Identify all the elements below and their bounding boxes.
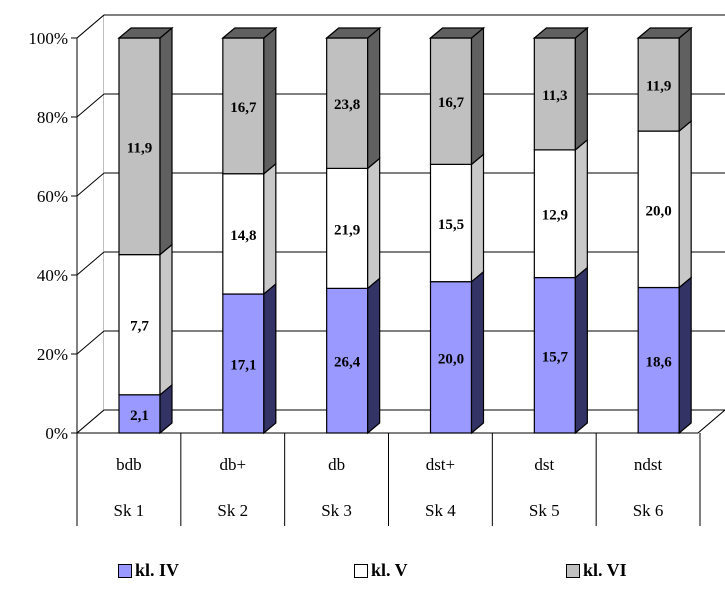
bar-2-1-side bbox=[367, 157, 381, 290]
bar-3-2-front bbox=[429, 37, 473, 165]
legend-label-kl-iv: kl. IV bbox=[135, 560, 180, 580]
legend-swatch-kl-v bbox=[354, 563, 368, 578]
data-label-3-2: 16,7 bbox=[438, 95, 465, 111]
left-wall bbox=[76, 13, 105, 435]
cat-label-3-b: Sk 4 bbox=[425, 501, 456, 520]
bar-2-2-front bbox=[326, 37, 369, 169]
bar-5-2-side bbox=[678, 26, 692, 133]
data-label-4-2: 11,3 bbox=[542, 88, 567, 104]
y-tick-label-4: 80% bbox=[37, 108, 68, 127]
bar-5-2-front bbox=[637, 37, 680, 132]
legend-swatch-kl-iv bbox=[118, 563, 132, 578]
bar-4-top bbox=[532, 27, 589, 39]
bar-1-0-side bbox=[263, 282, 277, 435]
cat-label-5-b: Sk 6 bbox=[633, 501, 664, 520]
bar-5-0-front bbox=[637, 286, 680, 434]
data-label-2-1: 21,9 bbox=[334, 222, 360, 238]
bar-3-2-side bbox=[470, 26, 485, 166]
bar-4-0-front bbox=[533, 276, 576, 434]
cat-label-0-b: Sk 1 bbox=[114, 501, 145, 520]
bar-2-0-side bbox=[367, 277, 381, 435]
bar-5-1-side bbox=[678, 119, 692, 289]
y-tick-label-1: 20% bbox=[37, 345, 68, 364]
bar-0-1-front bbox=[118, 254, 161, 396]
back-wall bbox=[104, 15, 725, 410]
cat-label-4-a: dst bbox=[534, 455, 554, 474]
bar-2-top bbox=[325, 27, 382, 39]
cat-label-2-b: Sk 3 bbox=[321, 501, 352, 520]
cat-label-1-a: db+ bbox=[219, 455, 246, 474]
cat-label-0-a: bdb bbox=[116, 455, 142, 474]
bar-2-0-front bbox=[326, 287, 369, 434]
data-label-5-1: 20,0 bbox=[646, 203, 672, 219]
y-tick-label-0: 0% bbox=[45, 424, 68, 443]
bar-4-1-front bbox=[533, 149, 576, 279]
bar-2-2-side bbox=[367, 26, 381, 170]
gridline-wall-0 bbox=[76, 409, 105, 434]
legend-swatch-kl-vi bbox=[566, 563, 580, 578]
data-label-3-1: 15,5 bbox=[438, 217, 464, 233]
data-label-1-1: 14,8 bbox=[230, 228, 256, 244]
floor bbox=[75, 409, 725, 434]
data-label-5-0: 18,6 bbox=[646, 354, 673, 370]
bar-3-1-side bbox=[470, 153, 485, 283]
bar-0-top bbox=[117, 27, 174, 39]
cat-label-3-a: dst+ bbox=[426, 455, 455, 474]
y-tick-label-5: 100% bbox=[28, 29, 68, 48]
bar-0-1-side bbox=[159, 243, 173, 397]
data-label-4-1: 12,9 bbox=[542, 208, 568, 224]
data-label-0-1: 7,7 bbox=[130, 319, 149, 335]
cat-label-1-b: Sk 2 bbox=[217, 501, 248, 520]
gridline-wall-4 bbox=[76, 93, 105, 118]
cat-label-5-a: ndst bbox=[634, 455, 663, 474]
floor-edge bbox=[697, 409, 725, 434]
bar-3-top bbox=[428, 27, 486, 39]
gridline-wall-1 bbox=[76, 330, 105, 355]
bar-4-0-side bbox=[574, 266, 588, 435]
cat-label-2-a: db bbox=[328, 455, 345, 474]
bar-4-2-front bbox=[533, 37, 576, 151]
bar-0-2-side bbox=[159, 26, 173, 256]
bar-2-1-front bbox=[326, 167, 369, 289]
bar-1-2-side bbox=[263, 26, 277, 176]
data-label-4-0: 15,7 bbox=[542, 349, 569, 365]
data-label-1-2: 16,7 bbox=[230, 100, 257, 116]
data-label-0-2: 11,9 bbox=[127, 140, 152, 156]
legend-item-kl-v: kl. V bbox=[354, 560, 408, 581]
legend-label-kl-v: kl. V bbox=[371, 560, 408, 580]
bar-5-top bbox=[636, 27, 693, 39]
bar-5-1-front bbox=[637, 130, 680, 289]
bar-1-1-front bbox=[222, 173, 265, 295]
bar-1-1-side bbox=[263, 162, 277, 296]
data-label-2-2: 23,8 bbox=[334, 97, 360, 113]
y-tick-label-2: 40% bbox=[37, 266, 68, 285]
data-label-1-0: 17,1 bbox=[230, 358, 256, 374]
gridline-wall-2 bbox=[76, 251, 105, 276]
legend-item-kl-vi: kl. VI bbox=[566, 560, 627, 581]
gridline-wall-5 bbox=[76, 14, 105, 39]
data-label-5-2: 11,9 bbox=[646, 79, 671, 95]
bar-4-2-side bbox=[574, 26, 588, 152]
bar-1-top bbox=[221, 27, 278, 39]
data-label-0-0: 2,1 bbox=[130, 408, 149, 424]
legend: kl. IV kl. V kl. VI bbox=[0, 560, 725, 590]
cat-label-4-b: Sk 5 bbox=[529, 501, 560, 520]
y-tick-label-3: 60% bbox=[37, 187, 68, 206]
bar-5-0-side bbox=[678, 276, 692, 435]
bar-0-2-front bbox=[118, 37, 161, 256]
bar-4-1-side bbox=[574, 138, 588, 279]
bar-3-0-side bbox=[470, 270, 485, 435]
gridline-wall-3 bbox=[76, 172, 105, 197]
legend-item-kl-iv: kl. IV bbox=[118, 560, 179, 581]
data-label-2-0: 26,4 bbox=[334, 355, 361, 371]
data-label-3-0: 20,0 bbox=[438, 351, 464, 367]
legend-label-kl-vi: kl. VI bbox=[583, 560, 627, 580]
